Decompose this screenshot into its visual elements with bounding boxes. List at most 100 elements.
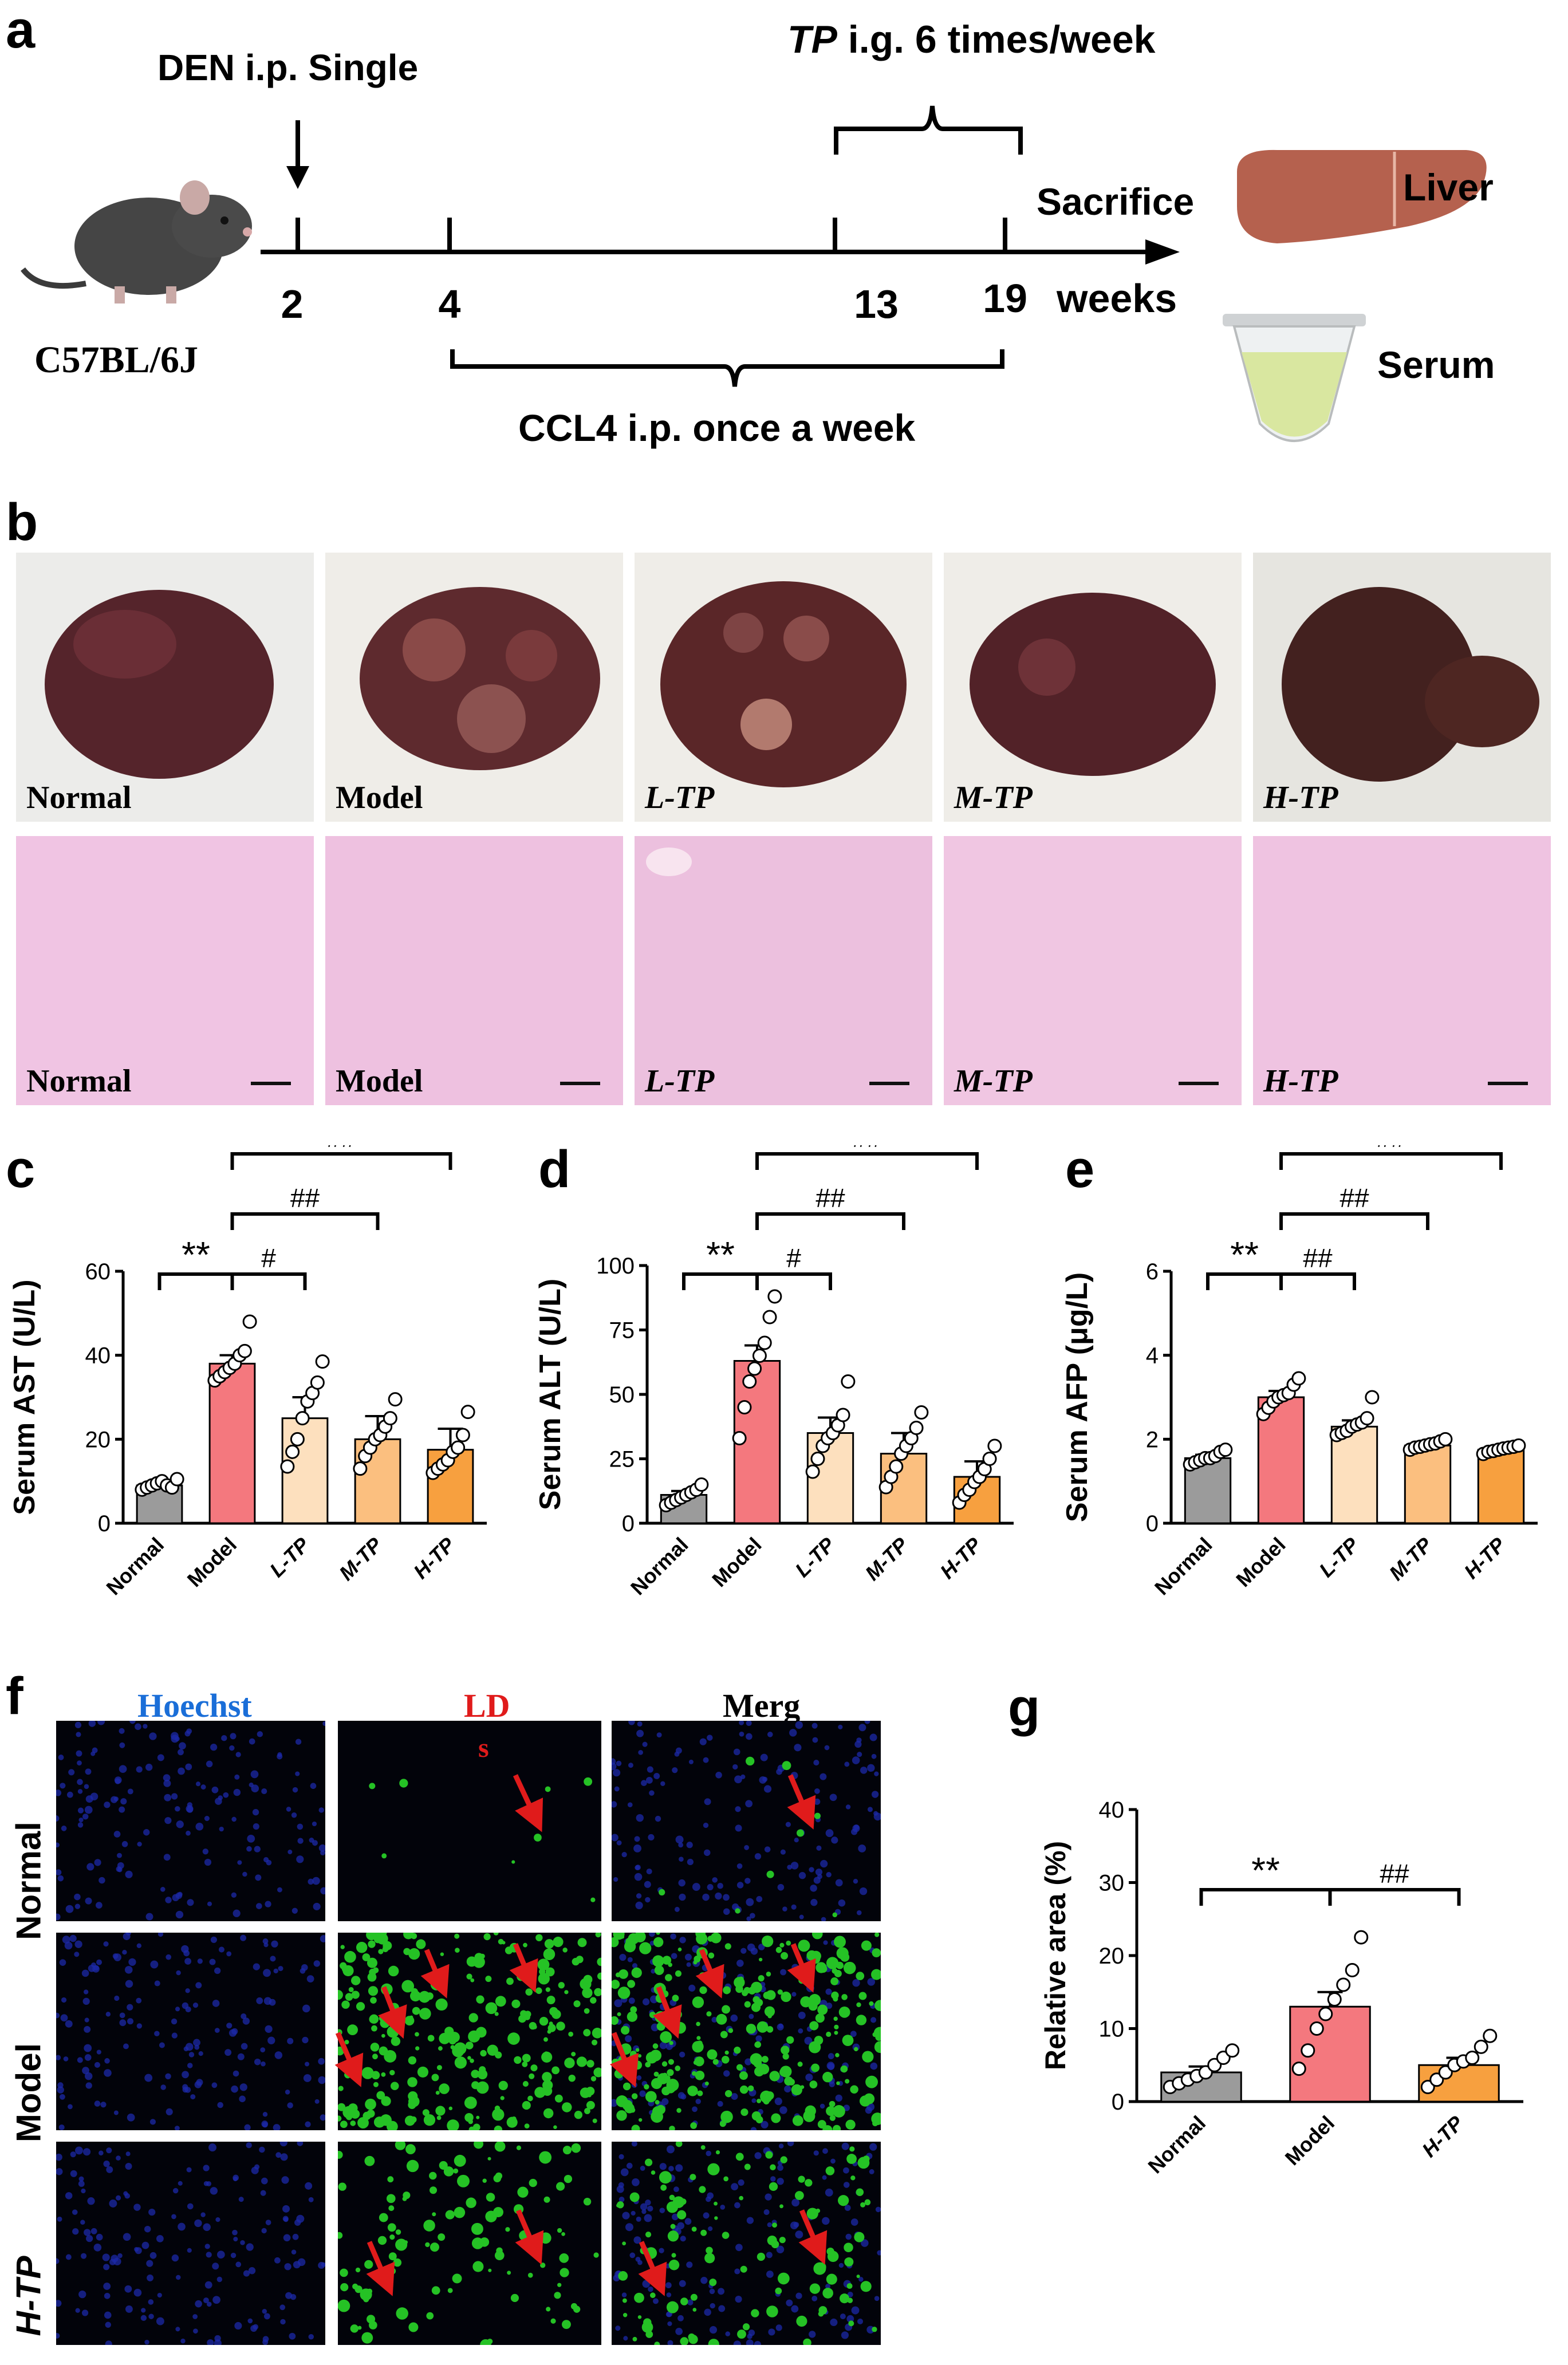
- nucleus-dot: [750, 1948, 758, 1955]
- nucleus-dot: [148, 2313, 154, 2319]
- nucleus-dot: [780, 1849, 786, 1855]
- nucleus-dot: [99, 2150, 104, 2156]
- lipid-droplet-dot: [560, 2268, 569, 2277]
- lipid-droplet-dot: [620, 2043, 632, 2055]
- nucleus-dot: [59, 2094, 65, 2100]
- nucleus-dot: [198, 2051, 203, 2056]
- nucleus-dot: [136, 2023, 143, 2029]
- nucleus-dot: [114, 1995, 120, 2001]
- lipid-droplet-dot: [665, 1974, 672, 1981]
- panel-label-b: b: [6, 493, 38, 551]
- lipid-droplet-dot: [840, 1952, 850, 1962]
- nucleus-dot: [148, 2208, 156, 2216]
- lipid-droplet-dot: [386, 2194, 396, 2204]
- nucleus-dot: [187, 2063, 193, 2068]
- lipid-droplet-dot: [715, 2150, 720, 2155]
- nucleus-dot: [841, 2331, 849, 2339]
- nucleus-dot: [72, 2228, 79, 2235]
- nucleus-dot: [171, 2018, 178, 2025]
- lipid-droplet-dot: [765, 2091, 774, 2100]
- nucleus-dot: [212, 2262, 219, 2270]
- lipid-droplet-dot: [637, 2315, 642, 2319]
- nucleus-dot: [795, 1721, 803, 1729]
- nucleus-dot: [235, 1752, 241, 1757]
- lipid-droplet-dot: [498, 1938, 504, 1945]
- nucleus-dot: [776, 2245, 785, 2253]
- lipid-droplet-dot: [695, 2070, 705, 2080]
- nucleus-dot: [243, 2270, 250, 2277]
- lipid-droplet-dot: [782, 2053, 789, 2060]
- lipid-droplet-dot: [700, 2229, 707, 2236]
- nucleus-dot: [659, 2248, 664, 2253]
- nucleus-dot: [861, 2239, 869, 2247]
- lipid-droplet-dot: [495, 1996, 506, 2007]
- nucleus-dot: [829, 1794, 837, 1802]
- lipid-droplet-dot: [865, 2075, 878, 2088]
- lipid-droplet-dot: [770, 2164, 776, 2171]
- lipid-droplet-dot: [612, 1980, 620, 1989]
- nucleus-dot: [655, 1815, 661, 1822]
- lipid-droplet-dot: [545, 1786, 551, 1792]
- nucleus-dot: [874, 2296, 880, 2301]
- nucleus-dot: [94, 2100, 101, 2107]
- nucleus-dot: [853, 1879, 858, 1884]
- lipid-droplet-dot: [779, 2237, 786, 2244]
- nucleus-dot: [758, 1944, 765, 1950]
- lipid-droplet-dot: [522, 2081, 529, 2087]
- nucleus-dot: [204, 2281, 212, 2289]
- lipid-droplet-dot: [651, 2170, 656, 2175]
- y-tick-label: 40: [85, 1343, 111, 1369]
- lipid-droplet-dot: [540, 2262, 546, 2268]
- col-header-merg: Merg: [723, 1687, 801, 1724]
- lipid-droplet-dot: [722, 2232, 730, 2239]
- nucleus-dot: [660, 2003, 667, 2011]
- nucleus-dot: [81, 2309, 89, 2316]
- lipid-droplet-dot: [757, 2252, 766, 2261]
- lipid-droplet-dot: [480, 1953, 485, 1959]
- lipid-droplet-dot: [523, 1942, 527, 1948]
- lipid-droplet-dot: [379, 2046, 388, 2056]
- nucleus-dot: [57, 1875, 64, 1882]
- lipid-droplet-dot: [634, 2292, 644, 2303]
- nucleus-dot: [214, 2339, 222, 2345]
- lipid-droplet-dot: [780, 2156, 787, 2163]
- nucleus-dot: [640, 2166, 645, 2171]
- nucleus-dot: [202, 1848, 208, 1855]
- nucleus-dot: [255, 1903, 262, 1909]
- nucleus-dot: [70, 2170, 77, 2177]
- lipid-droplet-dot: [440, 1952, 444, 1956]
- lipid-droplet-dot: [634, 1933, 646, 1943]
- nucleus-dot: [180, 2338, 186, 2344]
- lipid-droplet-dot: [422, 2109, 430, 2116]
- lipid-droplet-dot: [381, 2072, 386, 2077]
- lipid-droplet-dot: [465, 2041, 474, 2049]
- nucleus-dot: [675, 1747, 682, 1754]
- lipid-droplet-dot: [707, 2163, 720, 2175]
- nucleus-dot: [137, 1842, 142, 1847]
- nucleus-dot: [104, 2069, 112, 2077]
- lipid-droplet-dot: [590, 1997, 597, 2004]
- tp-label: TP i.g. 6 times/week: [787, 18, 1156, 61]
- nucleus-dot: [295, 1739, 302, 1745]
- nucleus-dot: [711, 2016, 718, 2023]
- nucleus-dot: [56, 1869, 62, 1876]
- x-tick-label: H-TP: [1459, 1532, 1510, 1583]
- significance-bracket: [230, 1212, 380, 1230]
- tube-icon: [1223, 314, 1366, 442]
- lipid-droplet-dot: [530, 2064, 538, 2072]
- nucleus-dot: [782, 1906, 787, 1911]
- liver-label: Liver: [1403, 166, 1494, 208]
- lipid-droplet-dot: [815, 2208, 821, 2213]
- y-tick-label: 10: [1099, 2017, 1125, 2042]
- lipid-droplet-dot: [782, 1761, 791, 1771]
- nucleus-dot: [647, 2205, 653, 2212]
- nucleus-dot: [56, 1842, 60, 1848]
- lipid-droplet-dot: [344, 2040, 349, 2045]
- significance-label: **: [1251, 1850, 1280, 1891]
- nucleus-dot: [254, 2164, 260, 2170]
- nucleus-dot: [250, 2325, 257, 2332]
- nucleus-dot: [127, 2004, 133, 2011]
- nucleus-dot: [629, 2076, 636, 2082]
- nucleus-dot: [750, 1913, 755, 1919]
- lipid-droplet-dot: [408, 1948, 420, 1960]
